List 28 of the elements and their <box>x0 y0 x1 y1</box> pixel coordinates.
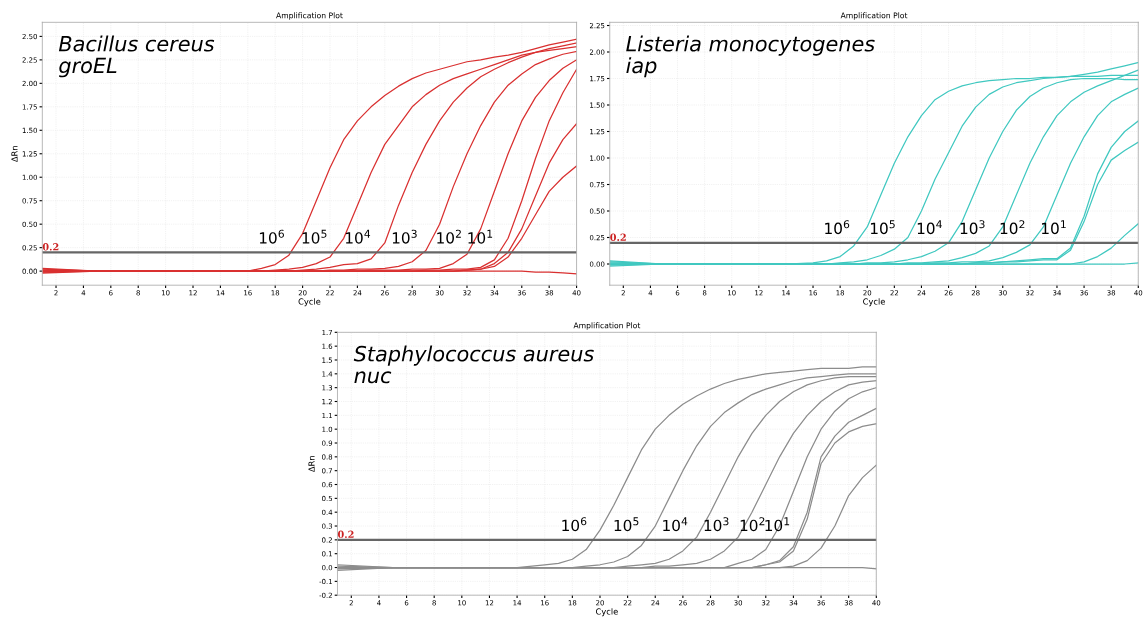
annotation: 10$^{1}$ <box>1042 220 1066 235</box>
annotation: 10$^{5}$ <box>614 517 639 532</box>
annotation: 10$^{4}$ <box>917 220 942 235</box>
annotation: 10$^{2}$ <box>1000 220 1025 235</box>
annotation: Listeria monocytogenes iap <box>626 35 875 78</box>
ref-line-label: 0.2 <box>337 530 354 538</box>
annotation: 10$^{5}$ <box>302 229 327 244</box>
x-axis-title: Cycle <box>298 298 321 307</box>
annotation: 10$^{6}$ <box>825 220 850 235</box>
y-axis-title: ΔRn <box>11 146 18 163</box>
ref-line-label: 0.2 <box>42 243 59 251</box>
annotation: 10$^{6}$ <box>259 229 284 244</box>
annotation: 10$^{2}$ <box>740 517 765 532</box>
annotation: Bacillus cereus groEL <box>58 35 215 78</box>
annotation: 10$^{2}$ <box>437 229 461 244</box>
annotation: 10$^{6}$ <box>562 517 587 532</box>
y-axis-title: ΔRn <box>308 456 315 473</box>
ref-line-label: 0.2 <box>610 233 626 241</box>
annotation: 10$^{3}$ <box>704 517 729 532</box>
annotation: 10$^{1}$ <box>765 517 790 532</box>
x-axis-title: Cycle <box>863 298 885 307</box>
annotation: 10$^{3}$ <box>392 229 417 244</box>
annotation: 10$^{4}$ <box>663 517 688 532</box>
annotation: 10$^{5}$ <box>870 220 895 235</box>
annotation: Staphylococcus aureus nuc <box>353 345 594 384</box>
annotation: 10$^{4}$ <box>345 229 371 244</box>
x-axis-title: Cycle <box>595 608 618 617</box>
annotation: 10$^{3}$ <box>960 220 985 235</box>
